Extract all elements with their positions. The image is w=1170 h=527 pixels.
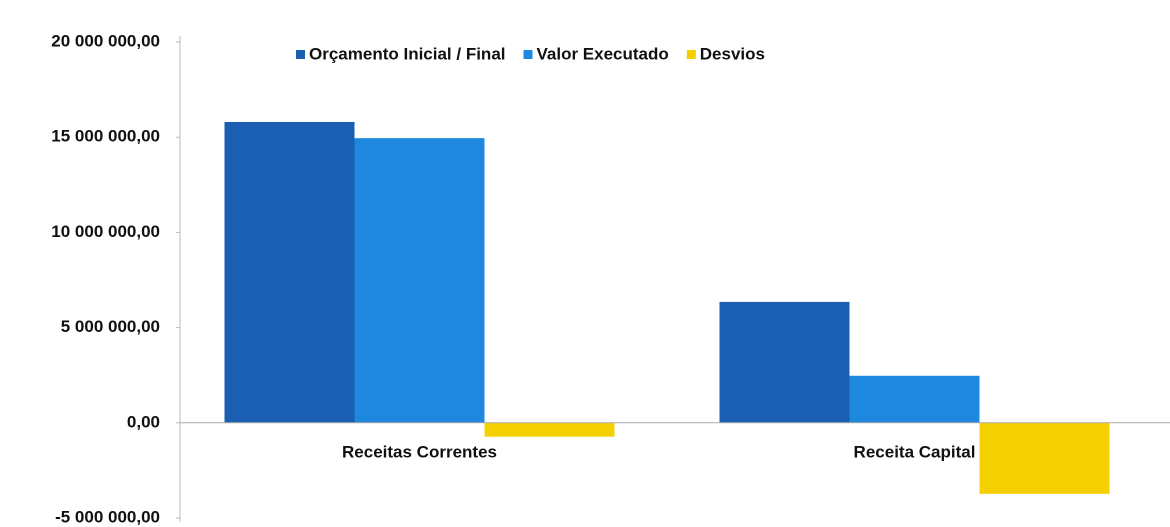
y-tick-label: 10 000 000,00: [51, 222, 160, 241]
y-tick-label: -5 000 000,00: [55, 507, 160, 526]
legend-label: Valor Executado: [537, 44, 669, 63]
legend-swatch: [523, 50, 533, 59]
y-tick-label: 5 000 000,00: [61, 317, 160, 336]
y-tick-label: 15 000 000,00: [51, 127, 160, 146]
x-tick-label: Receita Capital: [854, 442, 976, 461]
legend-label: Desvios: [700, 44, 765, 63]
bar: [719, 301, 850, 423]
y-tick-label: 0,00: [127, 412, 160, 431]
x-tick-label: Receitas Correntes: [342, 442, 497, 461]
bar: [849, 375, 980, 423]
bar: [484, 422, 615, 437]
y-tick-label: 20 000 000,00: [51, 31, 160, 50]
bar: [224, 121, 355, 423]
legend-swatch: [686, 50, 696, 59]
legend-swatch: [296, 50, 305, 59]
legend-label: Orçamento Inicial / Final: [309, 44, 506, 63]
bar: [354, 138, 485, 423]
bar: [979, 422, 1110, 494]
